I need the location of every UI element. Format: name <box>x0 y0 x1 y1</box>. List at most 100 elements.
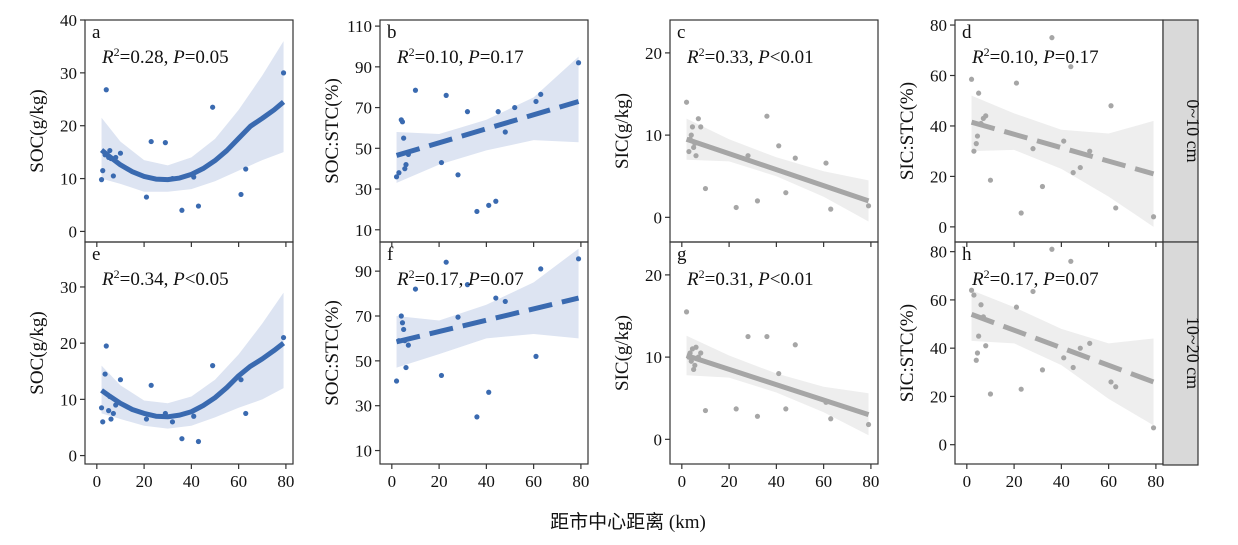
panel-d-p-value: =0.17 <box>1055 47 1099 68</box>
panel-f-stats-annotation: R2=0.17, P=0.07 <box>396 267 524 290</box>
panel-g-xtick-label: 0 <box>678 472 687 491</box>
panel-a-p-value: =0.05 <box>185 47 229 68</box>
panel-b-point-8 <box>412 87 419 93</box>
panel-a-point-19 <box>243 166 249 172</box>
panel-a-point-18 <box>238 191 244 198</box>
panel-c-point-17 <box>792 155 798 161</box>
panel-b-ytick-label: 50 <box>355 139 372 158</box>
panel-e-xtick-label: 20 <box>136 472 153 491</box>
panel-f-ytick-label: 90 <box>355 262 372 281</box>
panel-c-point-9 <box>698 124 704 130</box>
panel-e-point-1 <box>100 419 106 425</box>
panel-b-point-14 <box>486 202 492 208</box>
panel-f-point-18 <box>538 266 544 272</box>
panel-c-point-8 <box>695 116 701 122</box>
panel-g-point-9 <box>698 350 704 356</box>
panel-b-point-1 <box>396 170 402 176</box>
panel-e-point-0 <box>98 405 105 411</box>
panel-g-r-superscript: 2 <box>699 267 705 281</box>
panel-f-confidence-band <box>396 248 579 368</box>
panel-c-r2-value: =0.33, <box>705 47 758 68</box>
panel-h-point-14 <box>1061 355 1067 361</box>
panel-f-point-12 <box>464 282 471 288</box>
panel-d-point-21 <box>1150 214 1157 220</box>
panel-a-point-1 <box>100 168 106 174</box>
panel-f-point-0 <box>393 378 400 384</box>
panel-h-ytick-label: 20 <box>930 387 947 406</box>
panel-h: 0 20 40 60 80 0 20 40 60 80 SIC:STC(%) hR2=0.17, P=… <box>897 241 1164 491</box>
panel-f-point-4 <box>401 326 407 333</box>
panel-g-fit-line <box>685 353 870 418</box>
panel-g-r2-value: =0.31, <box>705 269 758 290</box>
panel-f-ytick-label: 50 <box>355 352 372 371</box>
panel-e-point-4 <box>106 408 112 414</box>
panel-f-point-15 <box>493 295 499 301</box>
panel-a-point-9 <box>117 150 124 156</box>
panel-f-p-symbol: P <box>467 269 480 290</box>
panel-g-xtick-label: 20 <box>721 472 738 491</box>
panel-g-frame <box>669 241 879 465</box>
panel-b-r-superscript: 2 <box>409 45 415 59</box>
panel-g-point-0 <box>683 309 690 315</box>
panel-e-point-20 <box>280 334 287 341</box>
panel-e-letter: e <box>92 244 100 265</box>
panel-f-point-9 <box>438 372 445 379</box>
panel-a-ylabel: SOC(g/kg) <box>27 89 48 172</box>
panel-c-point-20 <box>865 203 872 209</box>
panel-f-point-10 <box>443 259 449 265</box>
panel-d-point-16 <box>1070 170 1076 176</box>
panel-d-point-4 <box>976 90 982 96</box>
panel-b-point-0 <box>393 174 400 180</box>
panel-d-point-10 <box>1018 210 1024 216</box>
panel-e-xtick-label: 80 <box>277 472 294 491</box>
panel-d-confidence-band <box>971 95 1154 227</box>
panel-f-xtick-label: 20 <box>431 472 448 491</box>
panel-f-xtick-label: 40 <box>478 472 495 491</box>
panel-c-point-18 <box>823 160 829 166</box>
strip-label-top: 0~10 cm <box>1183 99 1203 162</box>
strip-bottom <box>1162 241 1199 466</box>
panel-a: 0 10 20 30 40 SOC(g/kg) aR2=0.28, P=0.05 <box>27 11 294 247</box>
panel-d-stats-annotation: R2=0.10, P=0.17 <box>971 45 1099 68</box>
panel-d-r2-value: =0.10, <box>990 47 1043 68</box>
panel-a-point-17 <box>210 104 216 110</box>
panel-e-ytick-label: 10 <box>60 390 77 409</box>
panel-a-ytick-label: 20 <box>60 117 77 136</box>
panel-d-point-19 <box>1108 103 1114 109</box>
strip-label-bottom: 10~20 cm <box>1183 317 1203 389</box>
panel-f-frame <box>379 241 589 465</box>
strip-top <box>1162 19 1199 243</box>
panel-h-r-symbol: R <box>971 269 984 290</box>
panel-b-p-value: =0.17 <box>480 47 524 68</box>
panel-b-ytick-label: 10 <box>355 221 372 240</box>
panel-b-letter: b <box>387 22 397 43</box>
panel-h-xtick-label: 80 <box>1147 472 1164 491</box>
panel-h-xtick-label: 40 <box>1053 472 1070 491</box>
panel-a-r-superscript: 2 <box>114 45 120 59</box>
panel-h-point-0 <box>968 287 975 293</box>
panel-a-point-14 <box>179 207 185 213</box>
panel-b-point-6 <box>403 162 409 168</box>
panel-b-point-17 <box>502 129 508 135</box>
panel-h-xtick-label: 0 <box>963 472 972 491</box>
panel-d-ytick-label: 40 <box>930 117 947 136</box>
panel-g-point-20 <box>865 421 872 428</box>
panel-c-stats-annotation: R2=0.33, P<0.01 <box>686 45 814 68</box>
panel-h-point-4 <box>976 333 982 339</box>
panel-e-point-17 <box>210 363 216 369</box>
panel-g-letter: g <box>677 244 687 265</box>
panel-d-r-symbol: R <box>971 47 984 68</box>
panel-h-point-11 <box>1030 288 1036 295</box>
panel-c-point-3 <box>688 132 694 138</box>
panel-f-p-value: =0.07 <box>480 269 524 290</box>
panel-b-ytick-label: 90 <box>355 58 372 77</box>
panel-a-point-0 <box>98 177 105 183</box>
panel-b-confidence-band <box>396 56 579 183</box>
panel-c-point-14 <box>764 113 770 119</box>
panel-d-point-15 <box>1068 64 1074 70</box>
panel-h-ytick-label: 60 <box>930 291 947 310</box>
panel-a-confidence-band <box>101 41 284 192</box>
panel-d-point-1 <box>971 148 977 154</box>
panel-c-point-4 <box>689 124 696 130</box>
